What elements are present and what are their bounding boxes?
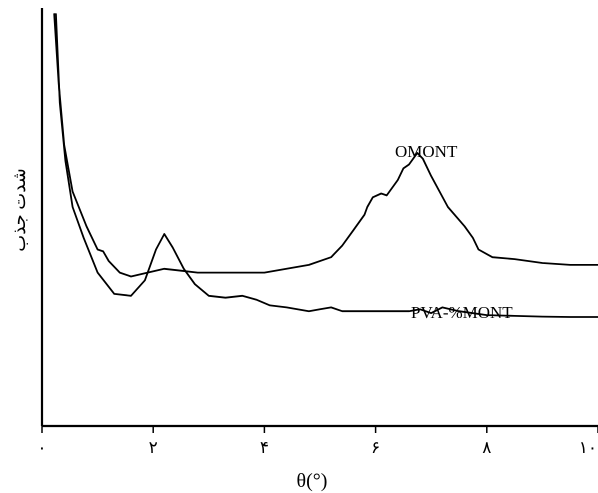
x-tick-label-2: ۴ [260,438,269,458]
x-axis-ticks: ۰ ۲ ۴ ۶ ۸ ۱۰ [37,426,598,458]
x-tick-label-5: ۱۰ [579,438,597,458]
series-label-omont: OMONT [395,142,458,161]
series-line-pva-mont [55,13,598,318]
x-tick-label-0: ۰ [37,438,46,458]
x-axis-title: θ(°) [297,470,328,492]
x-tick-label-4: ۸ [482,438,491,458]
x-tick-label-1: ۲ [149,438,158,458]
y-axis-title: شدت جذب [9,168,29,252]
series-label-pva-mont: PVA-%MONT [411,303,513,322]
x-tick-label-3: ۶ [371,438,380,458]
series-line-omont [53,13,598,278]
